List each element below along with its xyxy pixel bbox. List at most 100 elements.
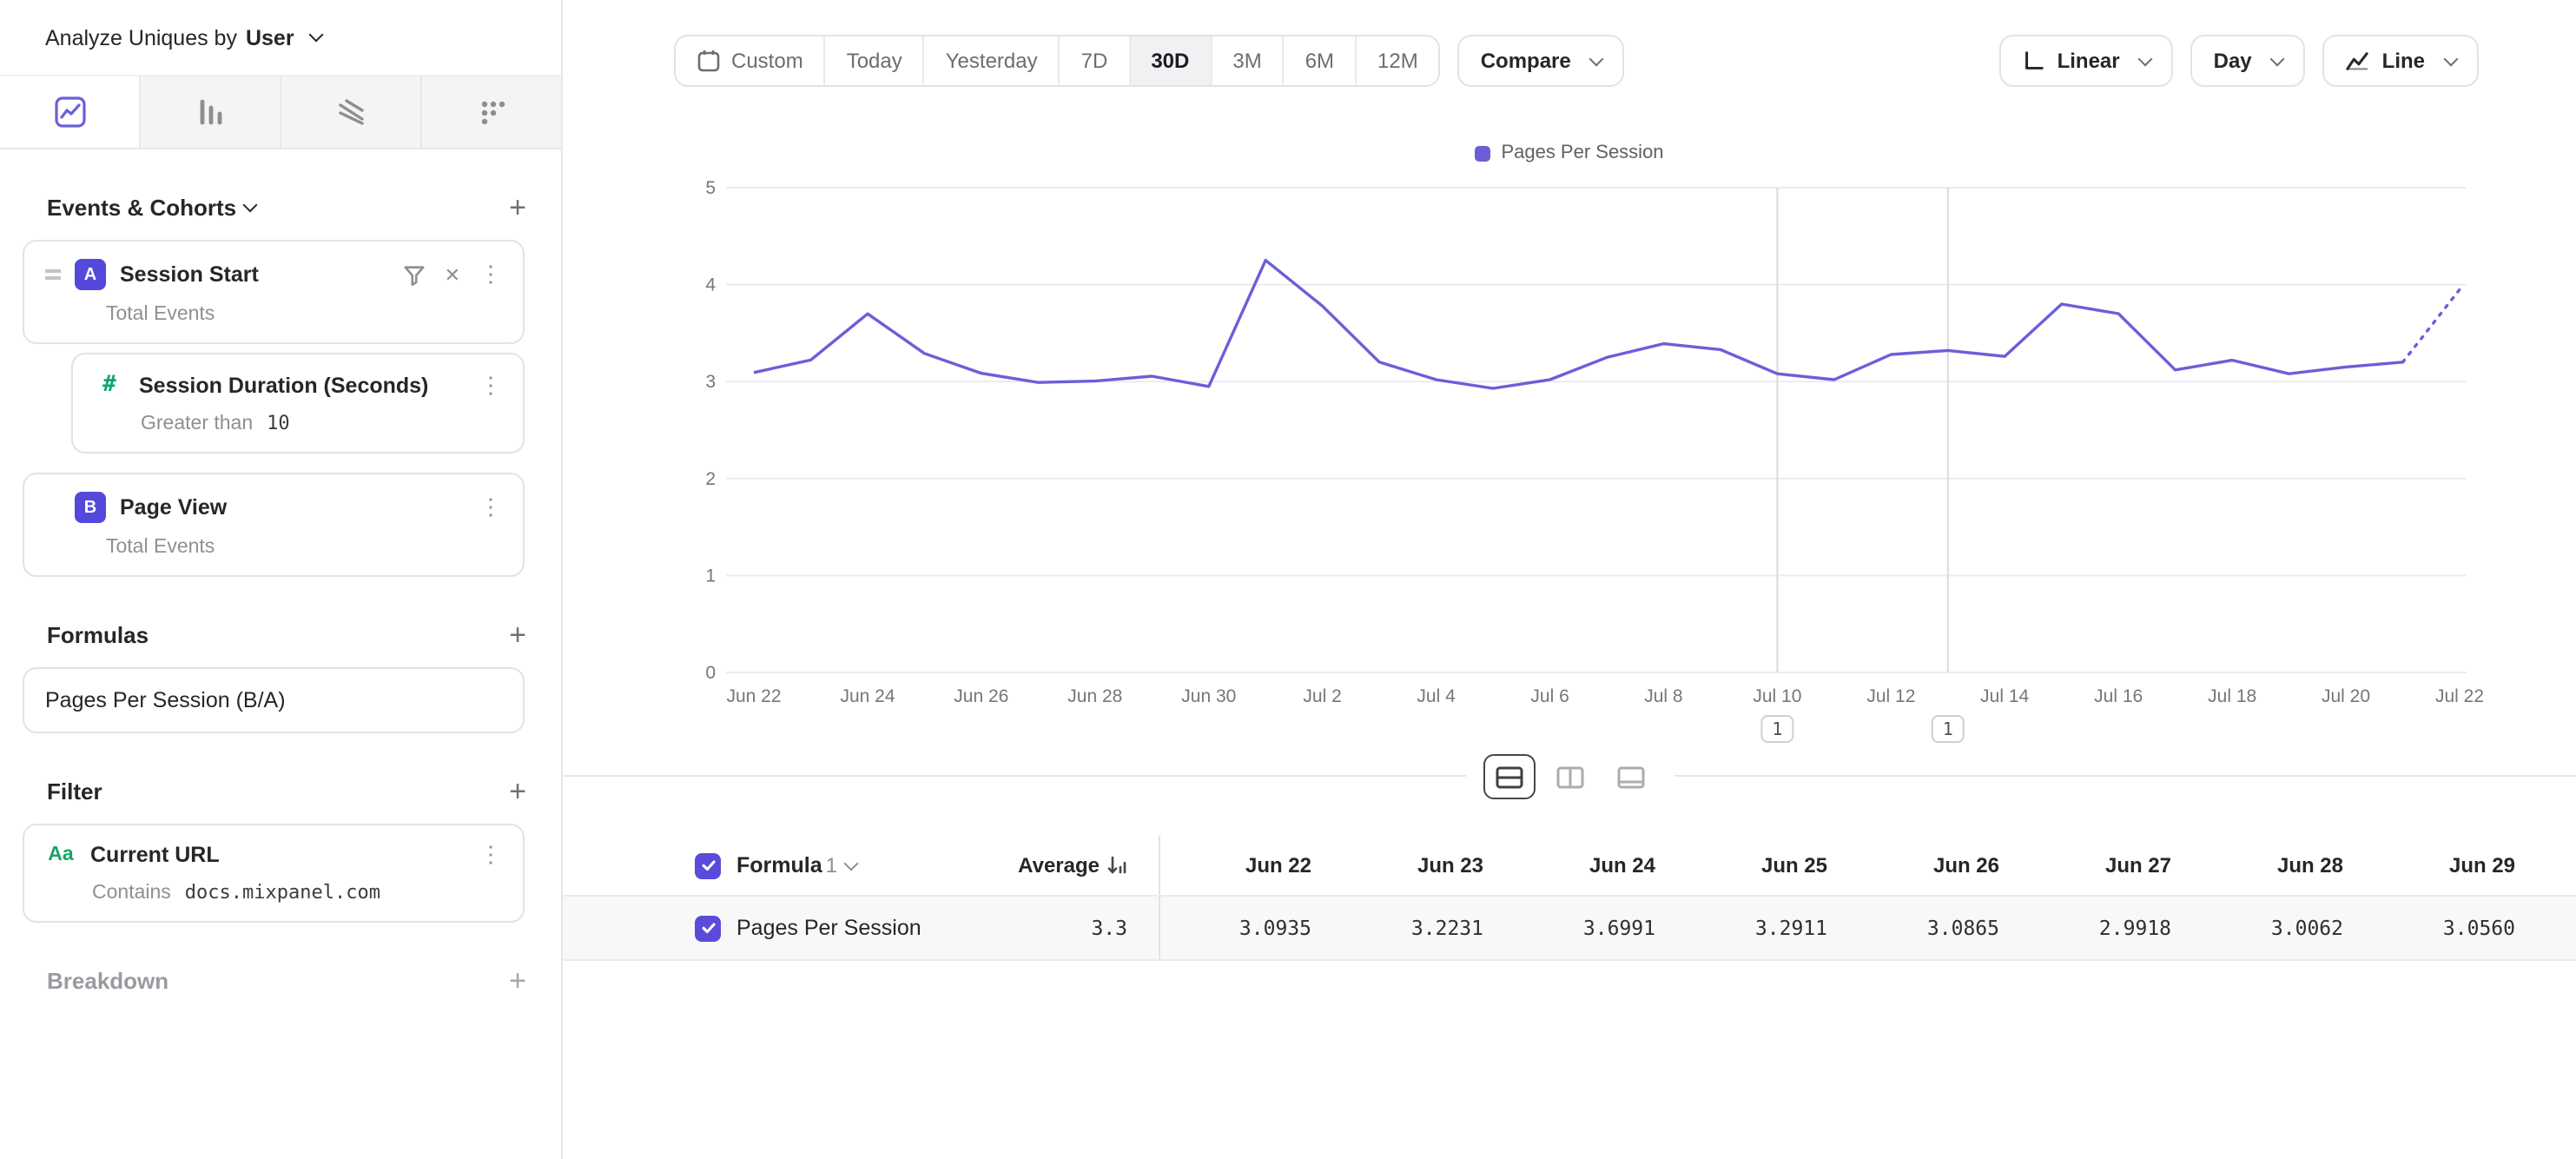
chevron-down-icon[interactable] <box>309 27 325 43</box>
range-custom[interactable]: Custom <box>676 36 826 85</box>
select-all-checkbox[interactable] <box>695 852 721 878</box>
property-filter-card[interactable]: # Session Duration (Seconds) ⋮ Greater t… <box>71 353 525 454</box>
event-card-page-view[interactable]: B Page View ⋮ Total Events <box>23 473 525 577</box>
svg-text:1: 1 <box>1772 719 1782 739</box>
column-header[interactable]: Jun 23 <box>1417 853 1483 878</box>
check-icon <box>701 923 715 934</box>
range-7d[interactable]: 7D <box>1060 36 1131 85</box>
column-header[interactable]: Jun 22 <box>1245 853 1311 878</box>
row-average-value: 3.3 <box>1091 916 1127 940</box>
results-table: Formula 1 Average Jun 22 Jun 23 J <box>563 836 2576 961</box>
range-3m[interactable]: 3M <box>1212 36 1285 85</box>
property-filter-options-icon[interactable]: ⋮ <box>479 371 502 397</box>
filter-card-current-url[interactable]: Aa Current URL ⋮ Contains docs.mixpanel.… <box>23 824 525 923</box>
svg-text:Jul 14: Jul 14 <box>1980 686 2029 706</box>
event-name[interactable]: Page View <box>120 495 228 520</box>
tab-flows[interactable] <box>281 76 422 148</box>
analyze-uniques-label: Analyze Uniques by <box>45 25 237 50</box>
property-filter-operator[interactable]: Greater than <box>141 413 254 434</box>
filter-property-name[interactable]: Current URL <box>90 843 220 867</box>
chart-legend[interactable]: Pages Per Session <box>563 139 2576 167</box>
events-cohorts-title[interactable]: Events & Cohorts <box>47 195 258 221</box>
value-cell: 3.0935 <box>1238 916 1311 940</box>
chart-type-button[interactable]: Line <box>2322 35 2479 87</box>
layout-toggle-group <box>1465 751 1674 803</box>
formulas-title: Formulas <box>47 622 149 648</box>
tab-funnels[interactable] <box>141 76 281 148</box>
svg-text:Jun 24: Jun 24 <box>840 686 895 706</box>
table-date-values: 3.0935 3.2231 3.6991 3.2911 3.0865 2.9918 3.00… <box>1159 897 2576 959</box>
chart-toolbar: Custom Today Yesterday 7D 30D 3M 6M 12M Compare… <box>674 35 2479 87</box>
insights-line-chart-icon <box>54 96 85 128</box>
property-filter-value[interactable]: 10 <box>267 412 290 434</box>
formula-card[interactable]: Pages Per Session (B/A) <box>23 667 525 733</box>
svg-text:Jul 16: Jul 16 <box>2094 686 2143 706</box>
row-checkbox[interactable] <box>695 915 721 941</box>
filter-options-icon[interactable]: ⋮ <box>479 841 502 867</box>
analyze-uniques-row: Analyze Uniques by User <box>0 0 561 76</box>
column-header[interactable]: Jun 26 <box>1932 853 1999 878</box>
range-6m[interactable]: 6M <box>1285 36 1357 85</box>
split-vertical-icon <box>1556 765 1583 788</box>
filter-value[interactable]: docs.mixpanel.com <box>184 881 380 904</box>
filter-icon[interactable] <box>403 263 426 286</box>
value-cell: 3.0865 <box>1926 916 1999 940</box>
legend-swatch <box>1475 145 1491 161</box>
event-badge-a: A <box>75 259 106 290</box>
analyze-uniques-value[interactable]: User <box>245 25 294 50</box>
column-header[interactable]: Jun 25 <box>1760 853 1827 878</box>
remove-event-icon[interactable]: ✕ <box>444 265 460 286</box>
event-options-icon[interactable]: ⋮ <box>479 261 502 287</box>
series-group-dropdown[interactable]: Formula 1 <box>736 853 859 878</box>
add-breakdown-button[interactable]: + <box>509 964 526 997</box>
interval-button[interactable]: Day <box>2190 35 2306 87</box>
add-formula-button[interactable]: + <box>509 618 526 651</box>
column-header[interactable]: Jun 24 <box>1589 853 1655 878</box>
sort-by-average[interactable]: Average <box>1018 853 1127 878</box>
event-measure[interactable]: Total Events <box>106 537 215 558</box>
annotation-badge[interactable]: 1 <box>1931 715 1965 743</box>
chevron-down-icon <box>2138 50 2154 66</box>
sidebar: Analyze Uniques by User <box>0 0 563 1159</box>
filter-operator[interactable]: Contains <box>92 882 171 903</box>
layout-split-vertical-button[interactable] <box>1543 754 1595 799</box>
formulas-section-header: Formulas + <box>0 618 561 651</box>
property-filter-name[interactable]: Session Duration (Seconds) <box>139 373 429 397</box>
column-header[interactable]: Jun 27 <box>2104 853 2171 878</box>
event-measure[interactable]: Total Events <box>106 304 215 325</box>
event-options-icon[interactable]: ⋮ <box>479 493 502 520</box>
scale-button[interactable]: Linear <box>1999 35 2174 87</box>
add-event-button[interactable]: + <box>509 190 526 223</box>
split-horizontal-icon <box>1495 765 1522 788</box>
annotation-badge[interactable]: 1 <box>1760 715 1794 743</box>
value-cell: 2.9918 <box>2098 916 2171 940</box>
event-card-session-start[interactable]: A Session Start ✕ ⋮ Total Events <box>23 240 525 344</box>
svg-text:Jul 2: Jul 2 <box>1303 686 1341 706</box>
layout-split-horizontal-button[interactable] <box>1483 754 1535 799</box>
event-name[interactable]: Session Start <box>120 262 259 287</box>
column-header[interactable]: Jun 29 <box>2448 853 2515 878</box>
range-yesterday[interactable]: Yesterday <box>925 36 1060 85</box>
row-series-name[interactable]: Pages Per Session <box>736 916 921 940</box>
line-chart[interactable]: 0 1 2 3 4 5 Jun 22 Jun 24 Jun 26 Jun 28 Jun 30 Jul … <box>563 167 2576 768</box>
range-today[interactable]: Today <box>826 36 925 85</box>
formula-expression[interactable]: Pages Per Session (B/A) <box>45 688 286 712</box>
drag-handle-icon[interactable] <box>45 269 61 280</box>
layout-single-pane-button[interactable] <box>1604 754 1656 799</box>
retention-grid-icon <box>480 101 505 125</box>
single-pane-icon <box>1616 765 1644 788</box>
breakdown-title: Breakdown <box>47 968 169 994</box>
range-12m[interactable]: 12M <box>1377 49 1418 73</box>
value-cell: 3.0062 <box>2270 916 2343 940</box>
add-filter-button[interactable]: + <box>509 774 526 807</box>
column-header[interactable]: Jun 28 <box>2276 853 2343 878</box>
range-30d[interactable]: 30D <box>1130 36 1212 85</box>
legend-label: Pages Per Session <box>1501 142 1664 163</box>
compare-button[interactable]: Compare <box>1457 35 1625 87</box>
svg-text:Jun 26: Jun 26 <box>954 686 1008 706</box>
tab-retention[interactable] <box>422 76 561 148</box>
tab-insights[interactable] <box>0 76 141 148</box>
svg-text:Jun 22: Jun 22 <box>726 686 781 706</box>
svg-text:Jul 6: Jul 6 <box>1530 686 1569 706</box>
svg-text:1: 1 <box>705 566 716 586</box>
